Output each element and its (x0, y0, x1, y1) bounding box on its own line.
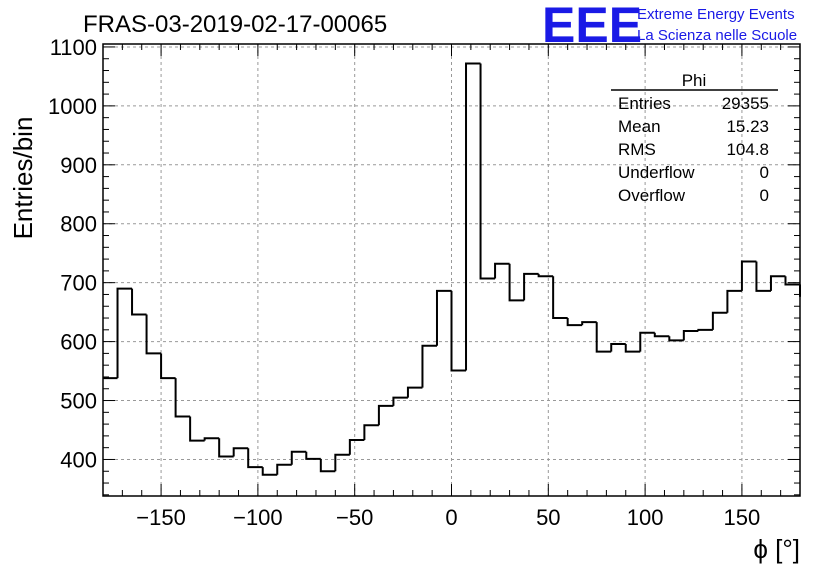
histogram-bin (203, 437, 220, 441)
eee-logo-mark: EEE (542, 0, 642, 53)
y-tick-label: 900 (60, 153, 97, 178)
x-tick-label: 0 (445, 505, 457, 530)
histogram-bin (624, 343, 641, 353)
eee-logo-line1: Extreme Energy Events (637, 6, 795, 23)
histogram-bin (174, 378, 191, 418)
histogram-bin (653, 332, 670, 338)
histogram-bin (769, 275, 786, 291)
histogram-bin (116, 287, 133, 379)
chart-title: FRAS-03-2019-02-17-00065 (83, 11, 387, 38)
histogram-bin (668, 336, 684, 342)
stats-underflow-value: 0 (760, 163, 769, 182)
histogram-bin (348, 439, 365, 455)
x-tick-label: −150 (136, 505, 186, 530)
histogram-bin (276, 463, 292, 475)
histogram-bin (363, 424, 379, 441)
histogram-bin (435, 289, 452, 346)
histogram-bin (581, 321, 597, 326)
grid (103, 44, 800, 496)
x-tick-label: −100 (233, 505, 283, 530)
stats-box: Phi Entries 29355 Mean 15.23 RMS 104.8 U… (611, 71, 778, 205)
histogram-bin (261, 467, 278, 476)
stats-underflow-label: Underflow (618, 163, 695, 182)
histogram-bin (334, 453, 350, 472)
histogram-bin (755, 261, 771, 292)
histogram-bin (189, 416, 205, 442)
stats-mean-value: 15.23 (726, 117, 769, 136)
x-tick-label: 50 (536, 505, 560, 530)
y-axis-label: Entries/bin (8, 117, 38, 240)
histogram-bin (392, 396, 408, 406)
y-tick-label: 1000 (48, 94, 97, 119)
stats-mean-label: Mean (618, 117, 661, 136)
histogram-bin (682, 329, 699, 341)
histogram-bin (319, 458, 336, 473)
histogram-bin (305, 451, 321, 460)
histogram-bins (103, 62, 801, 476)
histogram-bin (711, 311, 728, 330)
histogram-bin (450, 290, 467, 372)
x-tick-label: 100 (627, 505, 664, 530)
histogram-bin (740, 260, 757, 291)
histogram-bin (247, 448, 263, 469)
histogram-bin (160, 353, 176, 380)
histogram-bin (290, 450, 307, 465)
stats-overflow-label: Overflow (618, 186, 686, 205)
histogram-bin (726, 289, 742, 313)
eee-logo: EEE Extreme Energy Events La Scienza nel… (542, 0, 797, 53)
histogram-bin (639, 331, 655, 352)
histogram-bin (131, 288, 147, 316)
y-tick-label: 500 (60, 389, 97, 414)
histogram-bin (552, 276, 568, 320)
histogram-bin (508, 263, 525, 302)
histogram-bin (523, 272, 539, 301)
stats-rms-value: 104.8 (726, 140, 769, 159)
x-axis-label: ϕ [°] (753, 534, 800, 564)
histogram-bin (218, 438, 234, 458)
x-tick-label: −50 (336, 505, 373, 530)
x-tick-label: 150 (724, 505, 761, 530)
stats-entries-value: 29355 (722, 94, 769, 113)
histogram-bin (421, 344, 437, 388)
stats-rms-label: RMS (618, 140, 656, 159)
histogram-bin (465, 62, 481, 371)
stats-entries-label: Entries (618, 94, 671, 113)
axis-ticks (102, 44, 801, 496)
histogram-bin (377, 404, 394, 426)
stats-overflow-value: 0 (760, 186, 769, 205)
histogram-bin (595, 322, 612, 353)
histogram-bin (232, 447, 249, 457)
histogram-bin (784, 276, 800, 286)
eee-logo-line2: La Scienza nelle Scuole (637, 27, 797, 44)
tick-labels: −150 −100 −50 0 50 100 150 400 500 600 700 800 900 10… (48, 35, 760, 530)
histogram-bin (479, 63, 496, 280)
histogram-bin (406, 386, 423, 398)
histogram-bin (566, 318, 583, 327)
stats-title: Phi (682, 71, 707, 90)
histogram-bin (537, 273, 554, 278)
y-tick-label: 800 (60, 212, 97, 237)
histogram-bin (494, 262, 510, 279)
histogram-bin (145, 314, 162, 355)
y-tick-label: 600 (60, 330, 97, 355)
y-tick-label: 1100 (50, 35, 97, 60)
y-tick-label: 700 (60, 271, 97, 296)
histogram-bin (610, 342, 626, 352)
histogram-bin (697, 328, 713, 331)
y-tick-label: 400 (60, 447, 97, 472)
